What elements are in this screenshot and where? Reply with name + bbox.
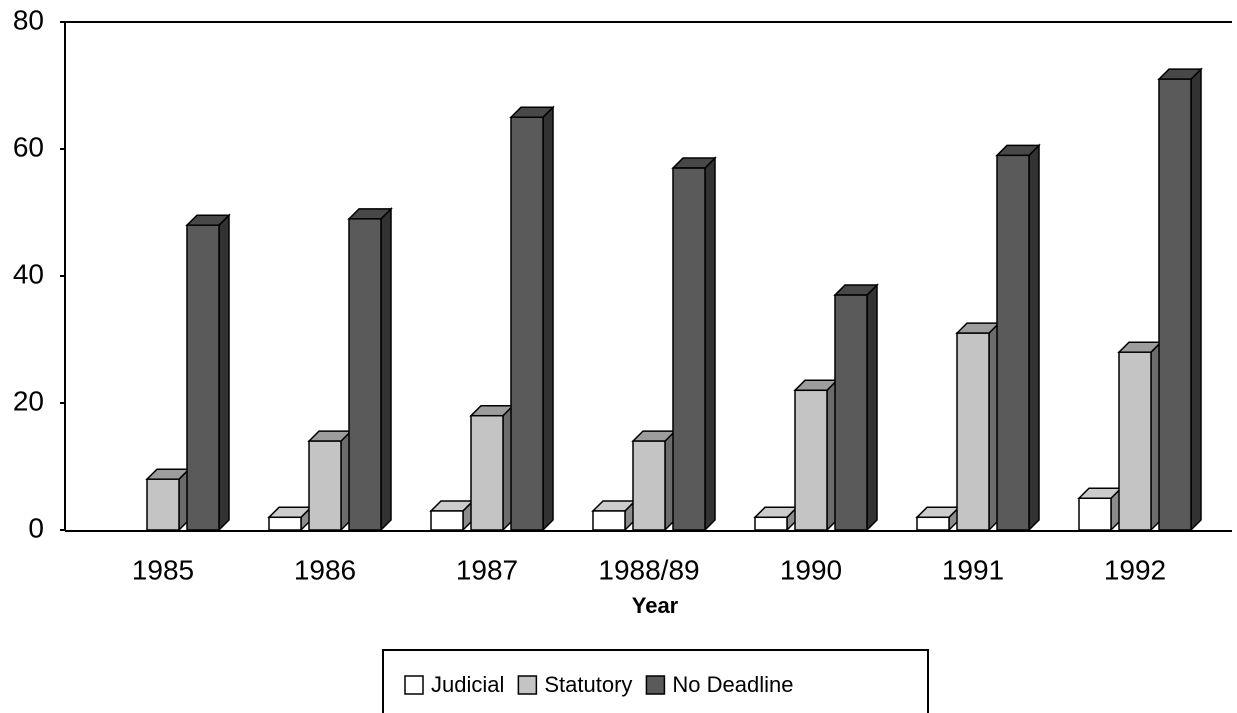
bar	[794, 389, 828, 531]
bar	[1078, 497, 1112, 531]
bar	[592, 510, 626, 531]
y-tick-label: 20	[13, 385, 44, 416]
bar-side	[866, 283, 878, 532]
bar-side	[1028, 143, 1040, 532]
bar	[1158, 78, 1192, 531]
x-tick-label: 1985	[132, 554, 194, 585]
y-tick-label: 40	[13, 258, 44, 289]
bar	[186, 224, 220, 531]
x-tick-label: 1992	[1104, 554, 1166, 585]
bar	[430, 510, 464, 531]
bar	[754, 516, 788, 531]
bar	[308, 440, 342, 531]
y-tick-label: 60	[13, 131, 44, 162]
x-tick-label: 1986	[294, 554, 356, 585]
x-tick-label: 1991	[942, 554, 1004, 585]
bar	[146, 478, 180, 531]
legend-label: Statutory	[544, 672, 632, 697]
bar	[1118, 351, 1152, 531]
x-tick-label: 1987	[456, 554, 518, 585]
bar-side	[218, 213, 230, 532]
bar-side	[542, 105, 554, 532]
bar	[348, 218, 382, 531]
bar-side	[1190, 67, 1202, 532]
bar	[632, 440, 666, 531]
bar	[672, 167, 706, 531]
bar	[470, 414, 504, 531]
legend-swatch	[404, 675, 424, 695]
legend-label: No Deadline	[672, 672, 793, 697]
x-axis-label: Year	[632, 593, 679, 618]
y-tick-label: 0	[28, 512, 44, 543]
bar	[510, 116, 544, 531]
x-tick-label: 1988/89	[598, 554, 699, 585]
legend-label: Judicial	[431, 672, 504, 697]
bar	[834, 294, 868, 531]
bar	[956, 332, 990, 531]
bar-side	[380, 207, 392, 532]
bar	[268, 516, 302, 531]
bar	[916, 516, 950, 531]
legend-swatch	[645, 675, 666, 695]
bar-side	[704, 156, 716, 532]
x-tick-label: 1990	[780, 554, 842, 585]
bar	[996, 154, 1030, 531]
legend-swatch	[517, 675, 538, 695]
y-tick-label: 80	[13, 4, 44, 35]
